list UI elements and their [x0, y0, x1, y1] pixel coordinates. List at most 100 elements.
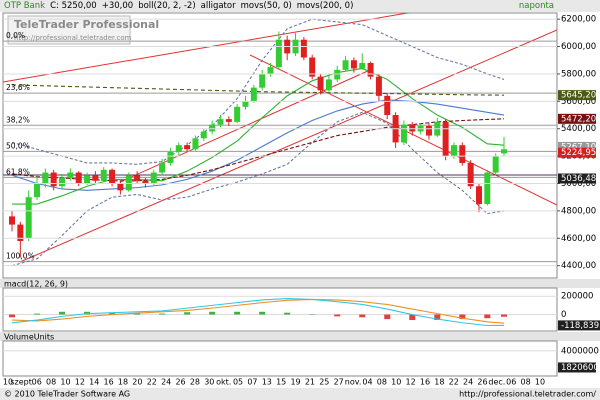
- candle-body: [34, 183, 41, 198]
- candle-body: [125, 175, 132, 191]
- volume-title: VolumeUnits: [4, 333, 54, 342]
- candle-body: [100, 169, 107, 181]
- fib-label: 100,0%: [6, 252, 35, 261]
- y-tick-label: 5000,00: [561, 179, 596, 189]
- macd-histogram-bar: [501, 314, 507, 317]
- x-tick-label: 21: [305, 378, 315, 387]
- candle-body: [242, 101, 249, 107]
- header-item: movs(200, 0): [296, 1, 354, 11]
- candle-body: [184, 145, 191, 150]
- x-tick-label: okt.: [216, 378, 231, 387]
- indicator-line: [11, 99, 505, 191]
- candle-body: [109, 169, 116, 184]
- x-tick-label: 15: [276, 378, 286, 387]
- x-tick-label: 18: [434, 378, 444, 387]
- macd-title-bar: [0, 279, 600, 288]
- header-item: alligator: [200, 1, 236, 11]
- header-item: +30,00: [101, 1, 134, 11]
- x-tick-label: 08: [521, 378, 531, 387]
- candle-body: [425, 125, 432, 136]
- candle-body: [25, 197, 32, 239]
- candle-body: [450, 145, 457, 157]
- candle-body: [209, 124, 216, 132]
- last-value-label: 1820600: [561, 363, 599, 373]
- macd-histogram-bar: [409, 314, 416, 321]
- candle-body: [459, 145, 466, 163]
- candle-body: [200, 131, 207, 139]
- header-right: naponta: [518, 1, 554, 11]
- candle-body: [17, 224, 24, 242]
- footer-url: http://professional.teletrader.com/: [459, 390, 596, 399]
- trend-line: [19, 29, 557, 263]
- candle-body: [134, 175, 141, 181]
- candle-body: [175, 145, 182, 153]
- header-item: OTP Bank: [4, 1, 46, 11]
- y-tick-label: 5400,00: [561, 124, 596, 134]
- macd-histogram-bar: [209, 311, 216, 315]
- x-tick-label: 12: [75, 378, 85, 387]
- macd-title: macd(12, 26, 9): [4, 280, 68, 289]
- macd-line: [11, 297, 505, 327]
- last-value-label: -118,8395: [561, 321, 600, 331]
- y-tick-label: 6000,00: [561, 42, 596, 52]
- fib-label: 50,0%: [6, 141, 30, 150]
- x-tick-label: 26: [477, 378, 487, 387]
- last-value-box: [558, 113, 596, 124]
- candle-body: [75, 172, 82, 184]
- macd-histogram-bar: [184, 312, 191, 315]
- macd-histogram-bar: [159, 313, 166, 315]
- candle-body: [117, 183, 124, 191]
- last-value-label: 5224,95: [561, 148, 596, 158]
- macd-histogram-bar: [109, 312, 116, 315]
- x-tick-label: 28: [190, 378, 200, 387]
- fib-label: 0,0%: [6, 31, 25, 40]
- last-value-box: [558, 90, 596, 101]
- candle-body: [359, 62, 366, 69]
- candle-body: [217, 119, 224, 125]
- macd-histogram-bar: [59, 311, 66, 315]
- x-tick-label: 06: [506, 378, 516, 387]
- signal-line: [11, 298, 505, 324]
- watermark-title: TeleTrader Professional: [14, 18, 159, 31]
- candle-body: [225, 119, 232, 122]
- y-tick-label: 4800,00: [561, 206, 596, 216]
- macd-histogram-bar: [359, 314, 366, 318]
- y-tick-label: 6200,00: [561, 15, 596, 25]
- x-tick-label: szept.: [10, 378, 34, 387]
- header-bar: [0, 0, 600, 12]
- x-tick-label: 06: [32, 378, 42, 387]
- x-tick-label: 22: [449, 378, 459, 387]
- candle-body: [342, 60, 349, 70]
- x-tick-label: 18: [118, 378, 128, 387]
- macd-histogram-bar: [9, 314, 15, 318]
- candle-body: [84, 175, 91, 184]
- x-tick-label: 08: [46, 378, 56, 387]
- x-tick-label: 05: [233, 378, 243, 387]
- x-tick-label: 07: [247, 378, 257, 387]
- y-tick-label: 0: [561, 310, 566, 320]
- y-tick-label: 5600,00: [561, 97, 596, 107]
- candle-body: [67, 172, 74, 179]
- candle-body: [367, 62, 374, 77]
- candle-body: [234, 106, 241, 122]
- y-tick-label: 4400,00: [561, 261, 596, 271]
- header-item: movs(50, 0): [240, 1, 292, 11]
- x-tick-label: 30: [204, 378, 214, 387]
- last-value-box: [558, 320, 600, 331]
- x-tick-label: dec.: [488, 378, 505, 387]
- last-value-label: 5036,48: [561, 174, 596, 184]
- x-tick-label: 10: [535, 378, 545, 387]
- last-value-label: 5645,20: [561, 91, 596, 101]
- last-value-box: [558, 173, 596, 184]
- y-tick-label: 4000000: [561, 346, 599, 356]
- macd-histogram-bar: [234, 311, 241, 315]
- macd-histogram-bar: [284, 312, 291, 315]
- candle-body: [467, 162, 474, 187]
- x-tick-label: 22: [147, 378, 157, 387]
- candle-body: [300, 39, 307, 58]
- last-value-box: [558, 141, 596, 152]
- fib-label: 23,6%: [6, 83, 30, 92]
- footer-copyright: © 2010 TeleTrader Software AG: [4, 390, 130, 399]
- header-item: boll(20, 2, -2): [138, 1, 196, 11]
